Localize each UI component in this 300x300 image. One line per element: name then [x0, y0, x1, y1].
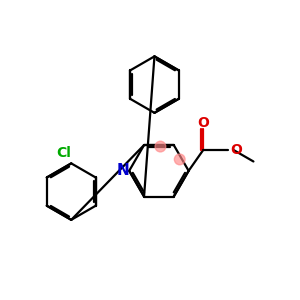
Text: O: O	[197, 116, 209, 130]
Circle shape	[155, 141, 166, 152]
Circle shape	[174, 154, 185, 165]
Text: Cl: Cl	[56, 146, 71, 161]
Text: N: N	[116, 163, 129, 178]
Text: O: O	[230, 142, 242, 157]
